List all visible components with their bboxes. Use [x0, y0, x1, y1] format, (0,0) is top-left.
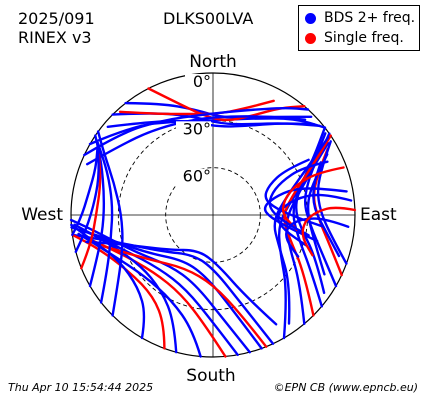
elevation-label-0: 0° — [193, 72, 211, 91]
satellite-track-43 — [301, 206, 357, 257]
satellite-track-1 — [124, 101, 313, 119]
legend-label-multi: BDS 2+ freq. — [324, 10, 416, 26]
satellite-track-34 — [80, 153, 102, 270]
station-name: DLKS00LVA — [163, 9, 254, 28]
satellite-track-7 — [83, 107, 310, 157]
satellite-track-35 — [74, 147, 100, 253]
north-label: North — [189, 52, 237, 72]
legend-item-multi: BDS 2+ freq. — [305, 9, 415, 27]
satellite-track-5 — [147, 87, 306, 122]
satellite-track-42 — [268, 160, 329, 237]
west-label: West — [21, 205, 63, 225]
elevation-label-60: 60° — [183, 167, 211, 186]
satellite-tracks — [69, 87, 357, 358]
satellite-track-16 — [316, 140, 348, 265]
elevation-label-bg-0 — [185, 74, 211, 91]
rinex-version-label: RINEX v3 — [18, 28, 92, 47]
satellite-track-23 — [84, 236, 227, 358]
satellite-track-13 — [295, 132, 327, 294]
generated-timestamp: Thu Apr 10 15:54:44 2025 — [8, 381, 154, 394]
satellite-track-29 — [85, 240, 278, 326]
elevation-label-bg-60 — [176, 168, 211, 186]
satellite-track-33 — [88, 134, 106, 288]
satellite-track-26 — [71, 233, 166, 350]
satellite-track-8 — [86, 115, 307, 166]
elevation-label-bg-30 — [176, 121, 211, 139]
elevation-labels: 0° 30° 60° — [176, 72, 211, 186]
legend-item-single: Single freq. — [305, 29, 404, 47]
satellite-track-31 — [96, 130, 124, 317]
satellite-track-39 — [264, 158, 324, 228]
satellite-track-36 — [71, 141, 100, 236]
satellite-track-41 — [285, 217, 350, 258]
satellite-track-32 — [96, 141, 114, 304]
multi-freq-marker — [305, 12, 316, 24]
copyright-notice: ©EPN CB (www.epncb.eu) — [273, 381, 418, 394]
satellite-track-30 — [102, 245, 268, 348]
east-label: East — [360, 205, 397, 225]
elevation-label-30: 30° — [183, 119, 211, 138]
date-label: 2025/091 — [18, 9, 95, 28]
direction-labels: North South East West — [21, 52, 397, 386]
satellite-track-40 — [281, 166, 345, 231]
south-label: South — [186, 366, 235, 386]
single-freq-marker — [305, 32, 316, 44]
legend: BDS 2+ freq. Single freq. — [298, 5, 420, 51]
satellite-track-38 — [276, 193, 353, 247]
legend-label-single: Single freq. — [324, 30, 404, 46]
